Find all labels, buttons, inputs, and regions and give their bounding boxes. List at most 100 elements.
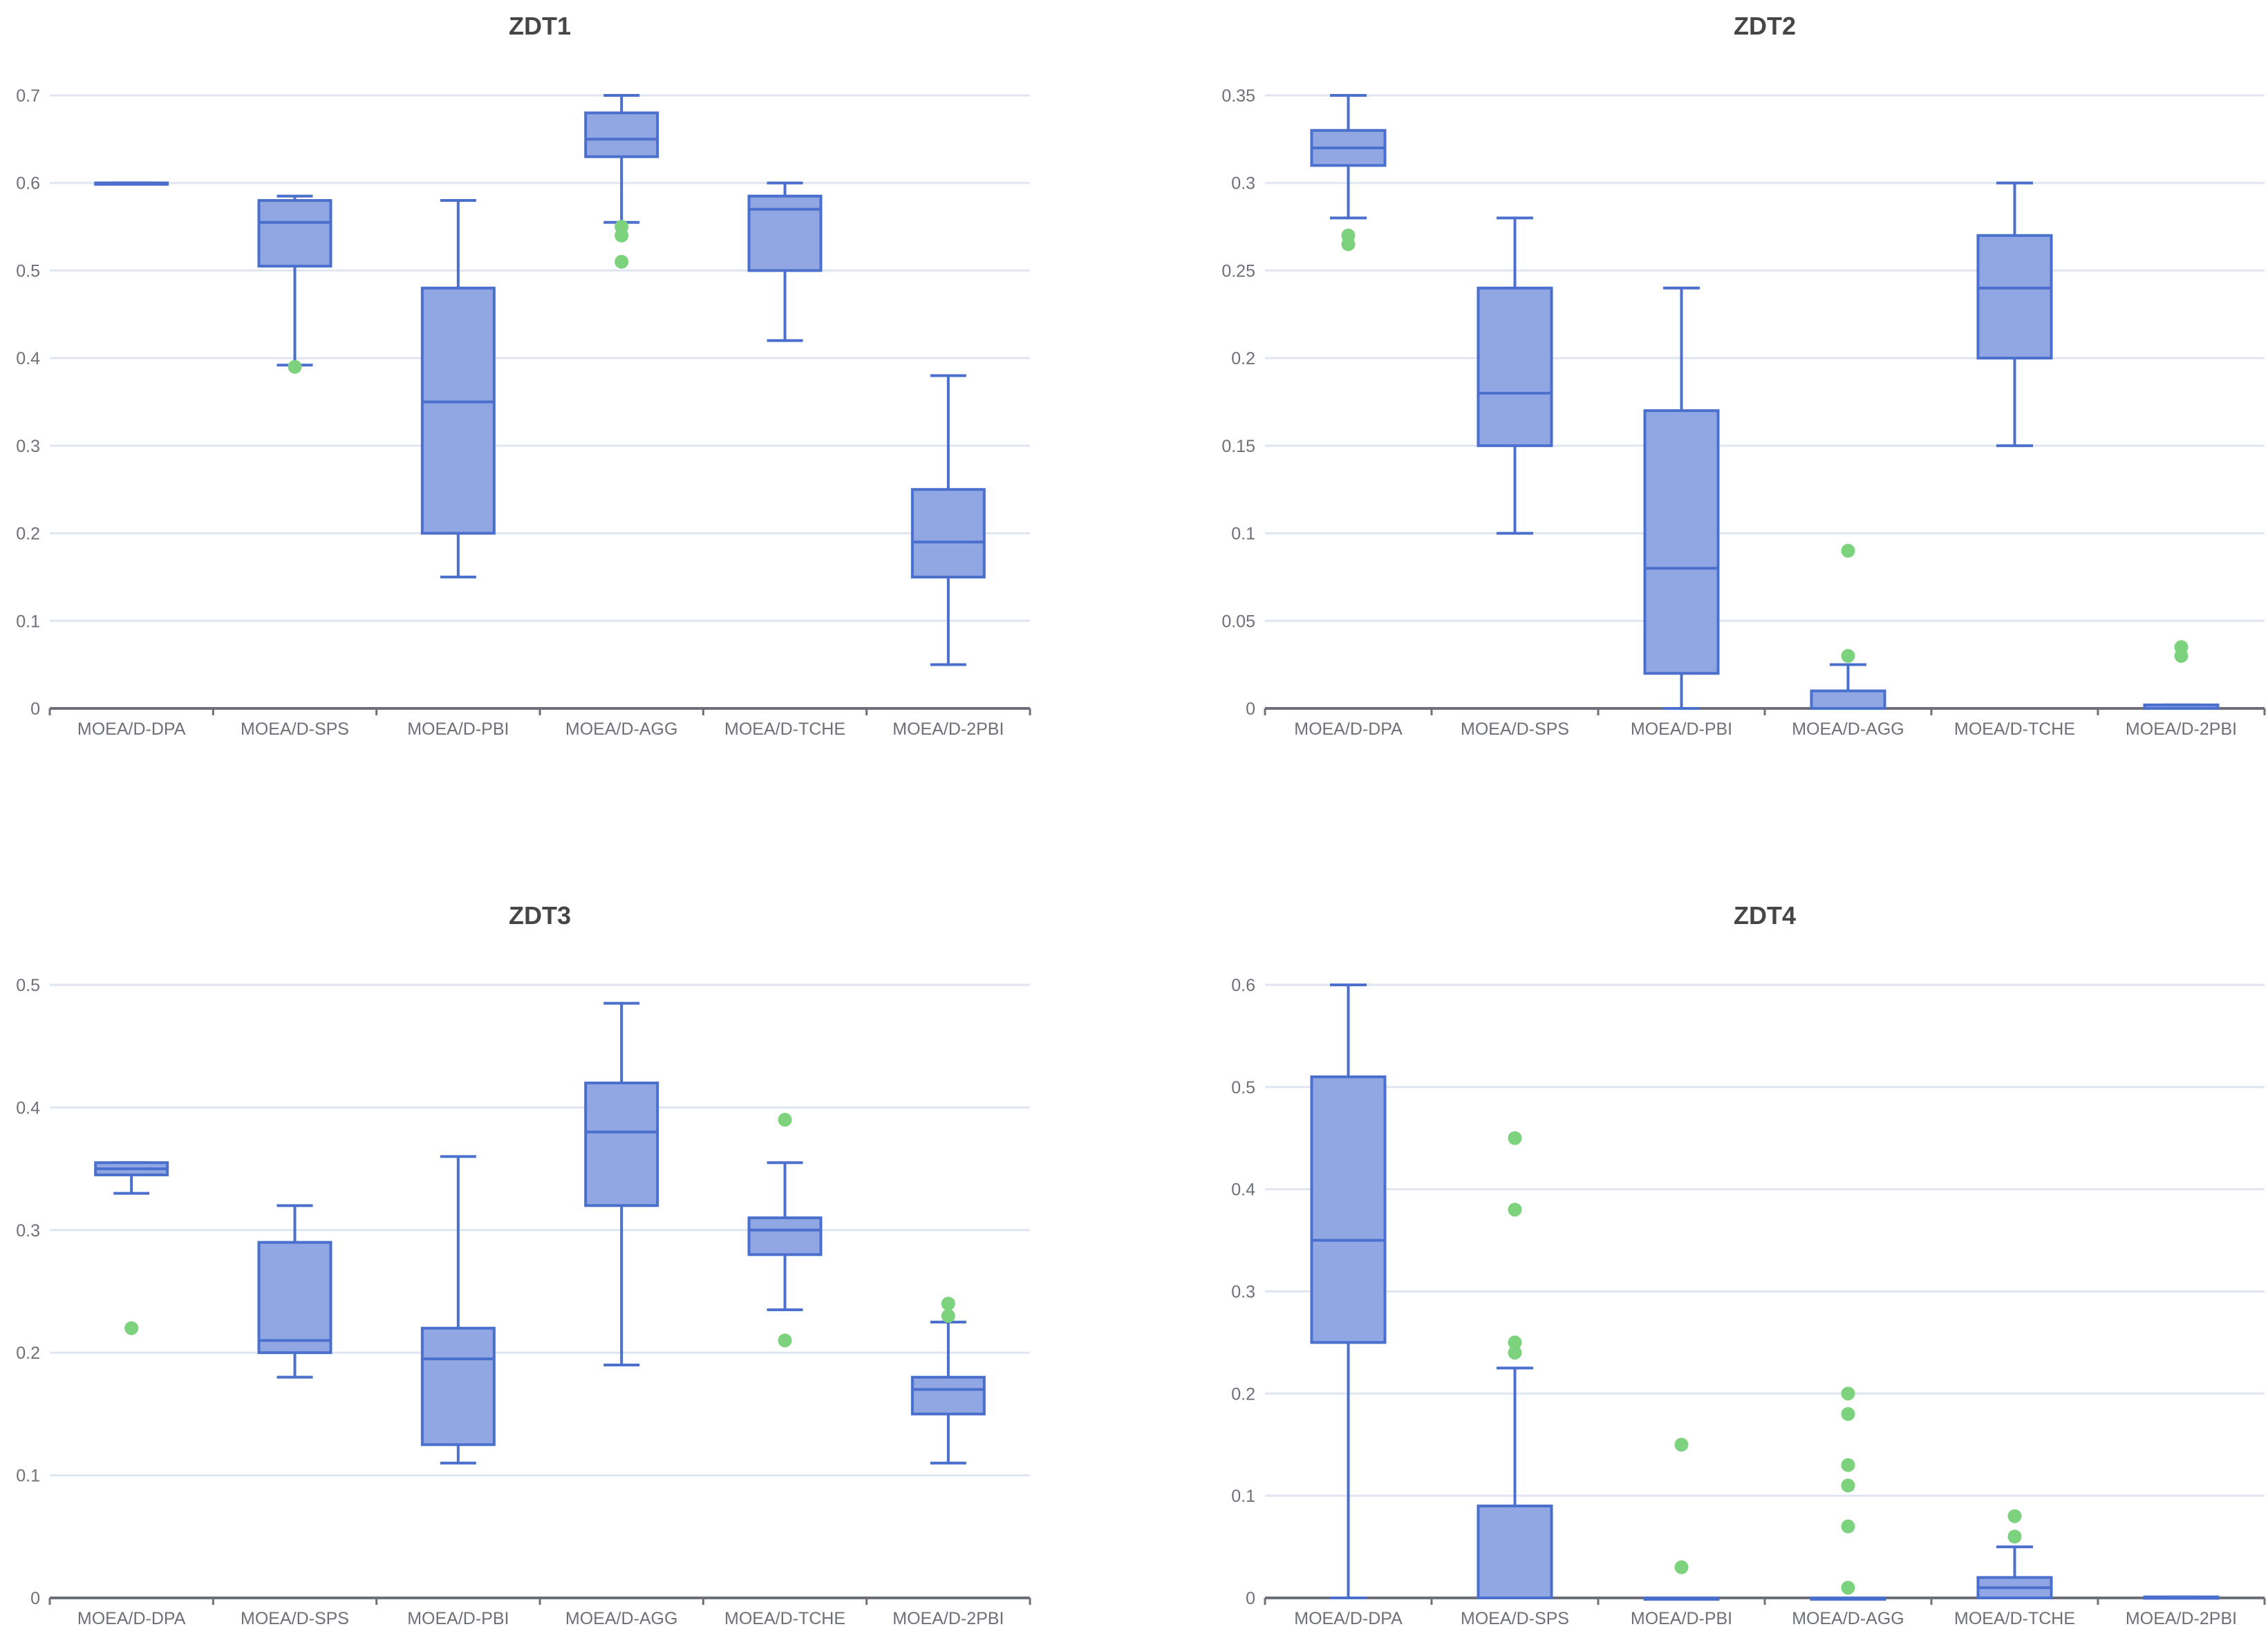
y-tick-label: 0.5 <box>16 261 40 281</box>
x-category-label: MOEA/D-2PBI <box>2126 719 2237 739</box>
box-moea-d-2pbi <box>910 374 986 666</box>
y-tick-label: 0.4 <box>16 349 40 368</box>
box-moea-d-pbi <box>420 1155 496 1465</box>
chart-svg-zdt4: ZDT4 0 0.1 0.2 0.3 0.4 0.5 0.6 MOEA/D-DPA MOEA/D-… <box>1231 901 2266 1628</box>
box-body <box>257 1241 332 1355</box>
outlier-point <box>1841 1581 1855 1595</box>
y-tick-label: 0.1 <box>1231 1487 1255 1506</box>
x-category-label: MOEA/D-2PBI <box>2126 1609 2237 1628</box>
box-body <box>747 194 823 272</box>
x-category-label: MOEA/D-PBI <box>407 1609 509 1628</box>
outlier-point <box>615 228 629 243</box>
outlier-point <box>1508 1346 1522 1360</box>
box-moea-d-2pbi <box>910 1320 986 1465</box>
box-moea-d-sps <box>257 194 332 367</box>
y-tick-label: 0.3 <box>16 437 40 456</box>
box-body <box>910 488 986 578</box>
outlier-point <box>1508 1335 1522 1350</box>
x-category-label: MOEA/D-DPA <box>1294 719 1403 739</box>
y-tick-label: 0.5 <box>1231 1078 1255 1098</box>
y-tick-label: 0.4 <box>1231 1180 1255 1200</box>
outlier-point <box>778 1333 792 1348</box>
y-tick-label: 0.6 <box>1231 976 1255 995</box>
y-tick-label: 0.1 <box>16 1467 40 1486</box>
box-body <box>257 199 332 268</box>
box-moea-d-dpa <box>94 1161 169 1195</box>
x-category-label: MOEA/D-TCHE <box>1954 1609 2075 1628</box>
x-category-label: MOEA/D-PBI <box>1631 1609 1732 1628</box>
box-body <box>910 1375 986 1415</box>
y-tick-label: 0 <box>1246 699 1255 719</box>
outlier-point <box>1841 648 1855 663</box>
y-tick-label: 0.6 <box>16 174 40 194</box>
outlier-point <box>124 1321 139 1335</box>
y-tick-label: 0.3 <box>1231 1283 1255 1302</box>
y-tick-label: 0.2 <box>16 1344 40 1363</box>
outlier-point <box>2007 1529 2022 1544</box>
box-moea-d-pbi <box>1643 1597 1720 1601</box>
chart-svg-zdt3: ZDT3 0 0.1 0.2 0.3 0.4 0.5 MOEA/D-DPA MOEA/D-SPS… <box>16 901 1031 1628</box>
box-moea-d-dpa <box>1310 94 1387 220</box>
y-tick-label: 0.15 <box>1221 437 1255 456</box>
outlier-point <box>1508 1203 1522 1217</box>
box-moea-d-tche <box>747 181 823 342</box>
y-tick-label: 0.35 <box>1221 86 1255 106</box>
box-body <box>420 1326 496 1447</box>
x-category-label: MOEA/D-AGG <box>565 719 678 739</box>
box-moea-d-agg <box>584 94 659 224</box>
y-tick-label: 0.4 <box>16 1098 40 1118</box>
box-body <box>420 286 496 535</box>
chart-svg-zdt2: ZDT2 0 0.05 0.1 0.15 0.2 0.25 0.3 0.35 MOEA/D-DPA… <box>1221 12 2266 739</box>
x-category-label: MOEA/D-DPA <box>77 719 186 739</box>
box-body <box>1477 286 1553 447</box>
outlier-point <box>941 1308 955 1323</box>
y-tick-label: 0.5 <box>16 976 40 995</box>
chart-panel-zdt4: ZDT4 0 0.1 0.2 0.3 0.4 0.5 0.6 MOEA/D-DPA MOEA/D-… <box>1217 816 2268 1635</box>
x-category-label: MOEA/D-SPS <box>241 719 349 739</box>
chart-title: ZDT1 <box>509 12 571 40</box>
box-moea-d-agg <box>1810 1597 1886 1601</box>
x-category-label: MOEA/D-TCHE <box>724 1609 845 1628</box>
y-tick-label: 0.2 <box>1231 1384 1255 1404</box>
x-category-label: MOEA/D-PBI <box>1631 719 1732 739</box>
x-category-label: MOEA/D-AGG <box>565 1609 678 1628</box>
x-category-label: MOEA/D-TCHE <box>724 719 845 739</box>
x-category-label: MOEA/D-2PBI <box>892 719 1004 739</box>
y-tick-label: 0.7 <box>16 86 40 106</box>
box-moea-d-2pbi <box>2143 1595 2220 1600</box>
outlier-point <box>1841 1478 1855 1493</box>
box-body <box>1477 1504 1553 1600</box>
box-moea-d-agg <box>1810 663 1886 710</box>
box-moea-d-2pbi <box>2143 703 2220 710</box>
box-body <box>584 111 659 158</box>
outlier-point <box>1674 1560 1689 1574</box>
chart-panel-zdt2: ZDT2 0 0.05 0.1 0.15 0.2 0.25 0.3 0.35 MOEA/D-DPA… <box>1217 0 2268 816</box>
outlier-point <box>1841 1386 1855 1401</box>
y-tick-label: 0.1 <box>16 612 40 631</box>
box-moea-d-agg <box>584 1001 659 1366</box>
box-moea-d-pbi <box>420 199 496 578</box>
outlier-point <box>1841 543 1855 558</box>
outlier-point <box>778 1113 792 1127</box>
x-category-label: MOEA/D-AGG <box>1792 719 1904 739</box>
box-moea-d-tche <box>1976 1545 2053 1600</box>
outlier-point <box>1674 1438 1689 1452</box>
x-category-label: MOEA/D-PBI <box>407 719 509 739</box>
box-moea-d-sps <box>1477 1366 1553 1600</box>
box-moea-d-tche <box>1976 181 2053 447</box>
box-moea-d-sps <box>1477 216 1553 535</box>
outlier-point <box>615 254 629 269</box>
chart-panel-zdt1: ZDT1 0 0.1 0.2 0.3 0.4 0.5 0.6 0.7 MOEA/D-DPA MOEA… <box>0 0 1134 816</box>
x-category-label: MOEA/D-2PBI <box>892 1609 1004 1628</box>
outlier-point <box>288 359 302 374</box>
box-moea-d-dpa <box>1310 983 1387 1599</box>
box-body <box>1643 409 1720 675</box>
box-moea-d-tche <box>747 1161 823 1312</box>
y-tick-label: 0.3 <box>16 1221 40 1241</box>
y-tick-label: 0 <box>30 1589 40 1608</box>
y-tick-label: 0.3 <box>1231 174 1255 194</box>
chart-title: ZDT2 <box>1734 12 1796 40</box>
outlier-point <box>1841 1406 1855 1421</box>
x-category-label: MOEA/D-AGG <box>1792 1609 1904 1628</box>
